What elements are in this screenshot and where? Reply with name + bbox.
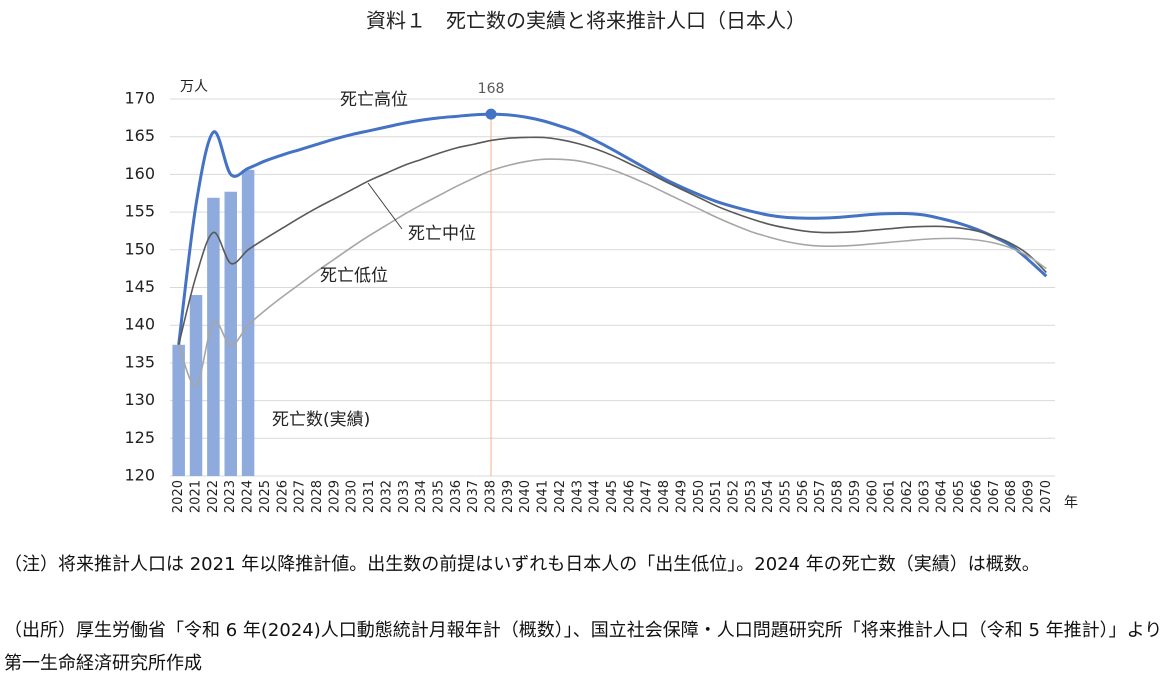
- x-tick-label: 2030: [345, 480, 360, 513]
- x-tick-label: 2053: [744, 480, 759, 513]
- series-label: 死亡中位: [408, 224, 476, 244]
- x-tick-label: 2048: [657, 480, 672, 513]
- x-tick-label: 2038: [484, 480, 499, 513]
- y-tick-label: 135: [124, 352, 155, 371]
- x-tick-label: 2031: [362, 480, 377, 513]
- x-tick-label: 2051: [709, 480, 724, 513]
- x-tick-label: 2036: [449, 480, 464, 513]
- note: （注）将来推計人口は 2021 年以降推計値。出生数の前提はいずれも日本人の「出…: [4, 554, 1040, 575]
- data-label: 168: [478, 81, 505, 97]
- x-tick-label: 2026: [275, 480, 290, 513]
- y-tick-label: 170: [124, 89, 155, 108]
- x-tick-label: 2059: [848, 480, 863, 513]
- x-tick-label: 2058: [831, 480, 846, 513]
- y-tick-label: 155: [124, 202, 155, 221]
- x-tick-label: 2069: [1021, 480, 1036, 513]
- x-tick-label: 2068: [1004, 480, 1019, 513]
- y-tick-label: 140: [124, 315, 155, 334]
- x-tick-label: 2020: [171, 480, 186, 513]
- x-tick-label: 2042: [553, 480, 568, 513]
- x-tick-label: 2067: [987, 480, 1002, 513]
- x-tick-label: 2063: [917, 480, 932, 513]
- y-tick-label: 120: [124, 466, 155, 485]
- x-tick-label: 2047: [640, 480, 655, 513]
- point-marker: [485, 108, 497, 120]
- x-tick-label: 2029: [327, 480, 342, 513]
- x-tick-label: 2054: [761, 480, 776, 513]
- x-tick-label: 2022: [206, 480, 221, 513]
- y-tick-label: 150: [124, 239, 155, 258]
- source: （出所）厚生労働省「令和 6 年(2024)人口動態統計月報年計（概数）」、国立…: [4, 620, 1163, 674]
- y-tick-label: 125: [124, 428, 155, 447]
- x-tick-label: 2035: [431, 480, 446, 513]
- line: [177, 158, 1047, 387]
- bar: [241, 169, 255, 476]
- x-tick-label: 2028: [310, 480, 325, 513]
- y-tick-label: 130: [124, 390, 155, 409]
- x-tick-label: 2049: [674, 480, 689, 513]
- x-tick-label: 2025: [258, 480, 273, 513]
- y-tick-label: 165: [124, 126, 155, 145]
- y-tick-label: 145: [124, 277, 155, 296]
- x-tick-label: 2024: [241, 480, 256, 513]
- y-tick-label: 160: [124, 164, 155, 183]
- x-tick-label: 2033: [397, 480, 412, 513]
- x-tick-label: 2034: [414, 480, 429, 513]
- x-tick-label: 2062: [900, 480, 915, 513]
- x-tick-label: 2045: [605, 480, 620, 513]
- x-tick-label: 2037: [466, 480, 481, 513]
- x-tick-label: 2021: [189, 480, 204, 513]
- series-label: 死亡低位: [320, 266, 388, 286]
- x-tick-label: 2052: [726, 480, 741, 513]
- x-tick-label: 2027: [293, 480, 308, 513]
- series-label: 死亡数(実績): [272, 410, 370, 430]
- x-tick-label: 2055: [779, 480, 794, 513]
- line: [177, 136, 1047, 346]
- bar: [172, 344, 185, 476]
- chart: 資料１ 死亡数の実績と将来推計人口（日本人） 万人 年 120 125 130 135…: [124, 9, 1078, 514]
- x-tick-label: 2061: [883, 480, 898, 513]
- x-tick-label: 2039: [501, 480, 516, 513]
- x-tick-label: 2044: [588, 480, 603, 513]
- x-tick-label: 2046: [622, 480, 637, 513]
- chart-title: 資料１ 死亡数の実績と将来推計人口（日本人）: [366, 9, 806, 33]
- series-label: 死亡高位: [340, 90, 408, 110]
- x-tick-label: 2023: [223, 480, 238, 513]
- x-tick-label: 2070: [1039, 480, 1054, 513]
- leader-line: [367, 182, 403, 230]
- x-tick-label: 2032: [379, 480, 394, 513]
- x-tick-label: 2041: [536, 480, 551, 513]
- x-tick-label: 2043: [570, 480, 585, 513]
- y-axis-label: 万人: [180, 79, 208, 95]
- x-tick-label: 2060: [865, 480, 880, 513]
- x-tick-label: 2057: [813, 480, 828, 513]
- x-tick-label: 2056: [796, 480, 811, 513]
- x-tick-label: 2065: [952, 480, 967, 513]
- x-tick-label: 2040: [518, 480, 533, 513]
- bar: [224, 191, 237, 476]
- x-tick-label: 2066: [969, 480, 984, 513]
- x-tick-label: 2064: [935, 480, 950, 513]
- line: [177, 112, 1048, 345]
- x-tick-label: 2050: [692, 480, 707, 513]
- x-axis-label: 年: [1064, 495, 1078, 511]
- bar: [207, 197, 220, 477]
